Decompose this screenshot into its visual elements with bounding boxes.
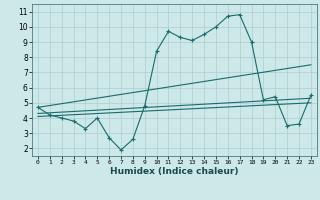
X-axis label: Humidex (Indice chaleur): Humidex (Indice chaleur) [110, 167, 239, 176]
